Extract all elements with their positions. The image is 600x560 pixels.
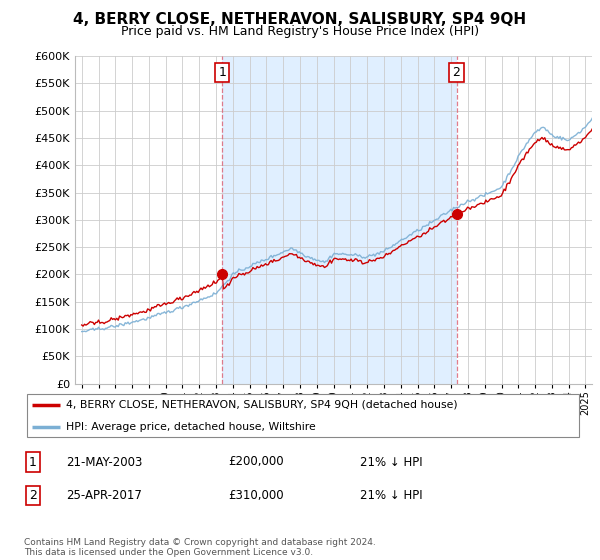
Text: Contains HM Land Registry data © Crown copyright and database right 2024.
This d: Contains HM Land Registry data © Crown c…: [24, 538, 376, 557]
Text: 25-APR-2017: 25-APR-2017: [66, 489, 142, 502]
Text: 2: 2: [452, 66, 460, 79]
Text: 21% ↓ HPI: 21% ↓ HPI: [360, 489, 422, 502]
Text: HPI: Average price, detached house, Wiltshire: HPI: Average price, detached house, Wilt…: [66, 422, 316, 432]
Text: £200,000: £200,000: [228, 455, 284, 469]
Text: 4, BERRY CLOSE, NETHERAVON, SALISBURY, SP4 9QH: 4, BERRY CLOSE, NETHERAVON, SALISBURY, S…: [73, 12, 527, 27]
Text: 4, BERRY CLOSE, NETHERAVON, SALISBURY, SP4 9QH (detached house): 4, BERRY CLOSE, NETHERAVON, SALISBURY, S…: [66, 400, 457, 410]
Text: 1: 1: [218, 66, 226, 79]
FancyBboxPatch shape: [27, 394, 579, 437]
Text: 2: 2: [29, 489, 37, 502]
Text: 21% ↓ HPI: 21% ↓ HPI: [360, 455, 422, 469]
Text: Price paid vs. HM Land Registry's House Price Index (HPI): Price paid vs. HM Land Registry's House …: [121, 25, 479, 38]
Text: 21-MAY-2003: 21-MAY-2003: [66, 455, 142, 469]
Bar: [223, 56, 457, 384]
Text: £310,000: £310,000: [228, 489, 284, 502]
Text: 1: 1: [29, 455, 37, 469]
